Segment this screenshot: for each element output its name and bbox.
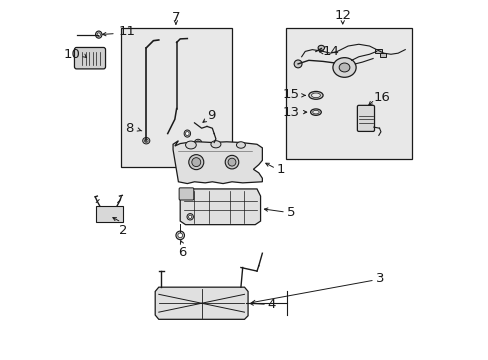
Ellipse shape [311,93,320,98]
Ellipse shape [332,58,355,77]
Ellipse shape [188,215,191,219]
Bar [121,28,231,167]
Text: 12: 12 [334,9,350,22]
Ellipse shape [310,109,321,115]
Text: 5: 5 [286,206,295,219]
Ellipse shape [184,130,190,137]
Ellipse shape [185,141,196,149]
Ellipse shape [210,141,221,148]
Ellipse shape [178,233,182,238]
Text: 15: 15 [282,89,299,102]
Polygon shape [180,189,260,225]
Ellipse shape [236,142,245,148]
Text: 10: 10 [64,48,81,61]
Text: 4: 4 [267,298,276,311]
FancyBboxPatch shape [179,188,193,200]
Text: 13: 13 [282,105,299,119]
Ellipse shape [176,231,184,240]
Text: 7: 7 [171,11,180,24]
Bar [96,206,123,222]
Ellipse shape [144,139,148,142]
Polygon shape [173,141,262,184]
Ellipse shape [225,156,238,169]
Ellipse shape [142,138,149,144]
Ellipse shape [185,132,189,135]
Ellipse shape [188,155,203,170]
Ellipse shape [194,139,201,146]
Ellipse shape [339,63,349,72]
Text: 11: 11 [118,24,135,37]
Ellipse shape [97,33,100,36]
Text: 9: 9 [206,109,215,122]
Ellipse shape [95,31,102,38]
Ellipse shape [317,45,324,50]
Polygon shape [155,287,247,319]
Ellipse shape [196,141,200,144]
Ellipse shape [312,111,319,114]
Text: 3: 3 [375,272,384,285]
Text: 16: 16 [373,91,390,104]
Ellipse shape [294,60,302,68]
Text: 8: 8 [125,122,134,135]
FancyBboxPatch shape [357,105,374,131]
FancyBboxPatch shape [74,48,105,69]
Ellipse shape [191,158,201,167]
Ellipse shape [308,91,323,99]
Text: 6: 6 [178,246,186,259]
Bar [379,53,385,58]
Ellipse shape [227,158,235,166]
Text: 14: 14 [322,45,339,58]
Ellipse shape [186,213,193,220]
Bar [374,49,381,53]
Bar [285,28,411,158]
Text: 2: 2 [119,224,127,237]
Text: 1: 1 [276,163,285,176]
